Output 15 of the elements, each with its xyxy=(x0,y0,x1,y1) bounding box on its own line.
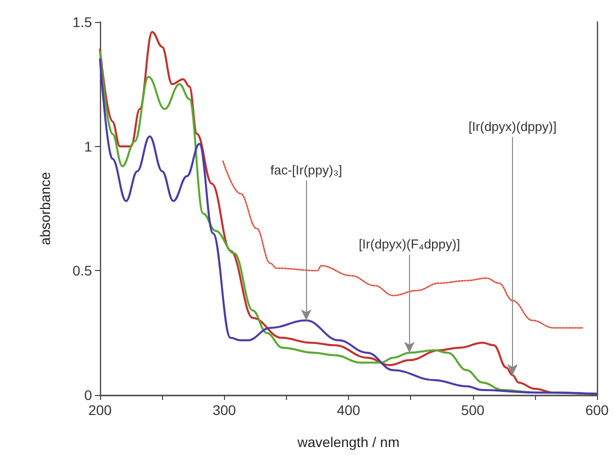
x-tick-label: 300 xyxy=(212,402,236,418)
line-series xyxy=(222,160,584,329)
x-tick-label: 500 xyxy=(461,402,485,418)
x-axis-title: wavelength / nm xyxy=(296,434,400,450)
x-tick-label: 200 xyxy=(88,402,112,418)
y-tick-label: 0 xyxy=(84,387,92,403)
annotation: fac-[Ir(ppy)₃] xyxy=(270,162,342,178)
y-tick-label: 1 xyxy=(84,138,92,154)
annotation: [Ir(dpyx)(dppy)] xyxy=(468,119,557,134)
y-tick-label: 1.5 xyxy=(72,14,92,30)
annotation: [Ir(dpyx)(F₄dppy)] xyxy=(358,236,460,252)
y-axis-title: absorbance xyxy=(37,172,53,246)
x-tick-label: 400 xyxy=(336,402,360,418)
x-tick-label: 600 xyxy=(585,402,609,418)
y-tick-label: 0.5 xyxy=(72,262,92,279)
